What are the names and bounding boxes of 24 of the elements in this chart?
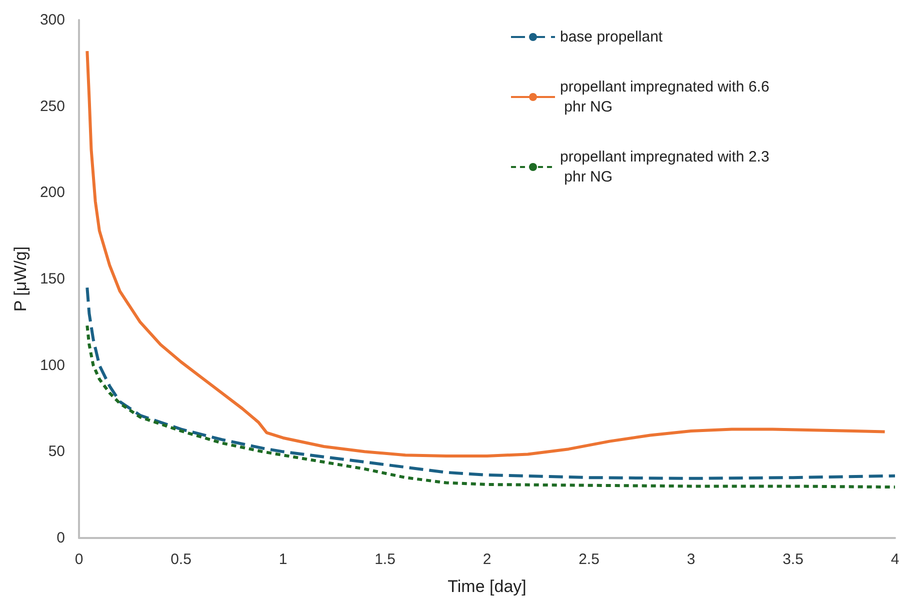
x-axis-title: Time [day]	[448, 577, 526, 596]
x-tick-label: 0	[74, 551, 84, 568]
x-tick-label: 2.5	[578, 551, 600, 568]
x-tick-label: 0.5	[170, 551, 192, 568]
legend-label: propellant impregnated with 2.3 phr NG	[560, 148, 770, 186]
line-series	[86, 286, 896, 480]
y-tick-label: 200	[40, 184, 65, 202]
y-tick-label: 300	[40, 12, 65, 28]
y-tick-label: 0	[56, 530, 65, 546]
line-series	[86, 324, 896, 489]
legend-label: propellant impregnated with 6.6 phr NG	[560, 78, 770, 116]
x-tick-label: 3.5	[782, 551, 804, 568]
x-tick-label: 4	[890, 551, 900, 568]
y-tick-label: 150	[40, 270, 65, 288]
y-tick-label: 50	[48, 443, 65, 460]
y-tick-label: 250	[40, 98, 65, 115]
y-axis-title: P [μW/g]	[11, 246, 30, 312]
legend-label: base propellant	[560, 28, 664, 46]
x-tick-label: 2	[482, 551, 492, 568]
x-tick-label: 3	[686, 551, 696, 568]
line-series	[86, 50, 886, 458]
y-tick-label: 100	[40, 356, 65, 374]
x-tick-label: 1.5	[374, 551, 396, 568]
x-tick-label: 1	[278, 551, 288, 568]
